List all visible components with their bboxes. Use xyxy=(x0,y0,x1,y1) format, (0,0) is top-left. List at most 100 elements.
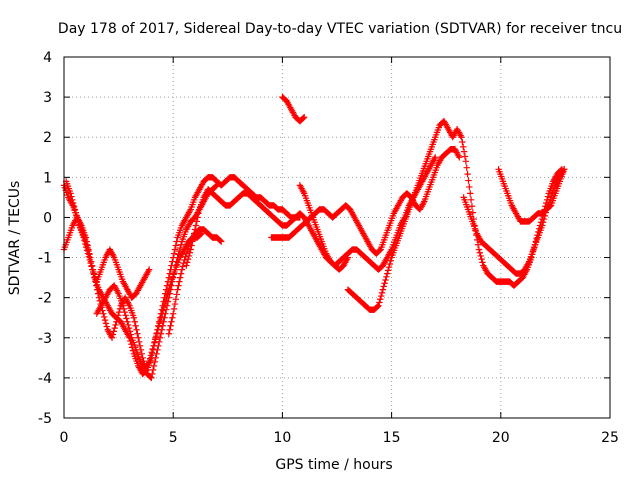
data-point xyxy=(102,320,110,327)
data-point xyxy=(374,303,381,310)
y-tick-label: 1 xyxy=(43,170,52,186)
data-point xyxy=(149,366,157,374)
data-point xyxy=(149,345,156,353)
data-point xyxy=(156,334,164,341)
data-point xyxy=(151,358,159,366)
data-point xyxy=(461,153,469,160)
data-point xyxy=(145,358,153,366)
data-point xyxy=(466,183,473,191)
x-tick-label: 25 xyxy=(601,430,619,446)
data-point xyxy=(166,326,173,333)
data-point xyxy=(164,291,171,298)
data-point xyxy=(184,255,192,263)
series-arc-8 xyxy=(279,93,308,125)
data-point xyxy=(479,259,486,266)
data-point xyxy=(70,203,78,210)
data-point xyxy=(432,154,439,161)
series-arc-4 xyxy=(93,230,205,374)
data-point xyxy=(166,284,173,292)
data-point xyxy=(475,246,483,253)
plot-frame xyxy=(63,56,611,419)
data-point xyxy=(150,342,157,349)
data-point xyxy=(152,332,160,340)
data-point xyxy=(159,307,167,314)
data-point xyxy=(110,328,117,335)
data-point xyxy=(183,262,190,269)
data-point xyxy=(190,230,198,237)
data-point xyxy=(153,350,160,358)
y-tick-label: -4 xyxy=(38,371,52,387)
data-point xyxy=(177,241,185,248)
data-point xyxy=(458,134,465,141)
data-point xyxy=(148,374,155,382)
data-point xyxy=(170,250,178,257)
data-point xyxy=(386,260,394,268)
data-point xyxy=(84,250,92,257)
data-point xyxy=(460,148,468,155)
data-point xyxy=(69,196,76,203)
data-point xyxy=(376,299,383,306)
data-point xyxy=(119,302,127,309)
data-point xyxy=(125,324,133,332)
data-point xyxy=(81,237,88,244)
data-point xyxy=(103,323,111,330)
data-point xyxy=(300,114,307,122)
data-point xyxy=(72,209,79,216)
data-point xyxy=(163,294,170,301)
data-point xyxy=(212,182,220,190)
data-point xyxy=(217,237,224,244)
data-point xyxy=(169,314,176,321)
x-tick-label: 10 xyxy=(273,430,291,446)
data-point xyxy=(126,328,134,335)
series-arc-2 xyxy=(60,182,221,382)
data-point xyxy=(152,354,159,362)
data-point xyxy=(185,252,193,260)
data-marks xyxy=(60,93,568,382)
data-point xyxy=(165,330,173,337)
grid xyxy=(64,57,610,418)
x-axis-label: GPS time / hours xyxy=(275,457,392,473)
data-point xyxy=(87,259,94,267)
series-arc-7 xyxy=(268,146,463,257)
data-point xyxy=(464,170,471,178)
data-point xyxy=(467,196,475,203)
data-point xyxy=(151,339,158,346)
y-tick-label: -3 xyxy=(38,331,52,347)
data-point xyxy=(95,294,103,301)
data-point xyxy=(155,323,162,330)
data-point xyxy=(175,282,182,289)
data-point xyxy=(120,305,128,313)
series-arc-12 xyxy=(495,166,568,225)
data-point xyxy=(156,338,163,345)
data-point xyxy=(546,203,554,210)
data-point xyxy=(344,254,352,261)
data-point xyxy=(378,289,386,297)
data-point xyxy=(172,296,180,303)
data-point xyxy=(478,255,485,263)
data-point xyxy=(375,302,382,309)
data-point xyxy=(379,286,387,293)
data-point xyxy=(135,334,142,341)
y-axis-label: SDTVAR / TECUs xyxy=(7,181,23,296)
data-point xyxy=(560,166,568,173)
data-point xyxy=(100,313,108,321)
data-point xyxy=(121,308,128,316)
data-point xyxy=(382,276,389,284)
data-point xyxy=(459,138,466,146)
data-point xyxy=(193,218,200,225)
data-point xyxy=(114,312,122,319)
data-point xyxy=(154,346,161,354)
data-point xyxy=(68,193,75,200)
data-point xyxy=(463,164,470,171)
data-point xyxy=(188,242,195,249)
data-point xyxy=(129,347,137,354)
data-point xyxy=(467,190,474,197)
data-point xyxy=(167,322,174,329)
data-point xyxy=(190,234,197,241)
data-point xyxy=(83,247,91,254)
data-point xyxy=(474,241,482,248)
data-point xyxy=(111,324,118,332)
data-point xyxy=(213,182,221,189)
data-point xyxy=(88,263,95,270)
